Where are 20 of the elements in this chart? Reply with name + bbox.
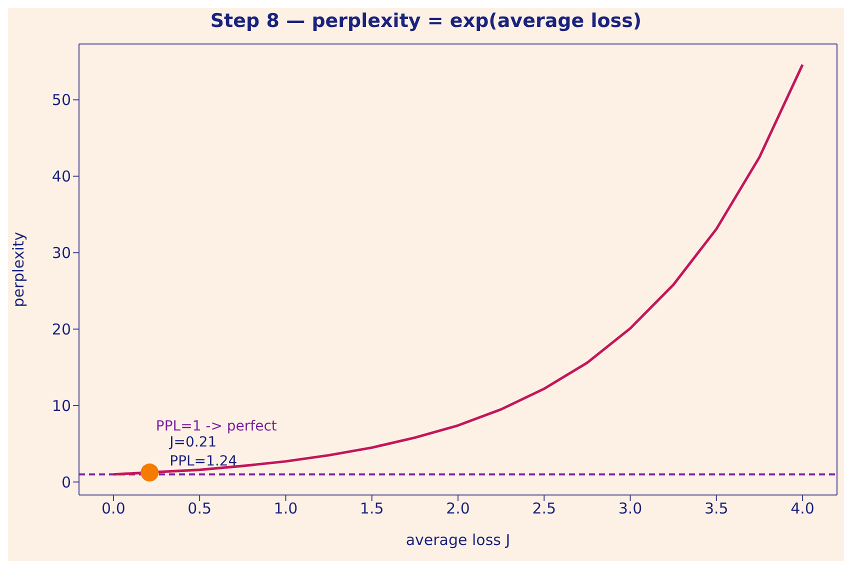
x-tick-label: 3.0 [618, 500, 642, 518]
y-tick-label: 10 [52, 396, 71, 415]
annotation: J=0.21 PPL=1.24 [168, 434, 238, 470]
x-axis-title: average loss J [406, 531, 510, 549]
x-tick-label: 0.0 [102, 500, 126, 518]
chart-title: Step 8 — perplexity = exp(average loss) [209, 9, 643, 34]
y-tick-label: 40 [52, 168, 71, 186]
y-tick-label: 20 [52, 320, 71, 338]
y-tick-label: 30 [52, 244, 71, 262]
x-tick-label: 0.5 [188, 500, 212, 518]
x-tick-label: 2.5 [532, 500, 556, 518]
x-tick-label: 2.0 [446, 500, 470, 518]
y-tick-label: 50 [52, 91, 71, 110]
y-tick-label: 0 [61, 473, 71, 492]
x-tick-label: 3.5 [704, 500, 728, 518]
x-tick-label: 1.0 [274, 500, 298, 518]
ref-line-label: PPL=1 -> perfect [156, 418, 278, 434]
x-tick-label: 4.0 [790, 500, 814, 518]
x-tick-label: 1.5 [360, 500, 384, 518]
y-axis-title: perplexity [9, 232, 28, 308]
